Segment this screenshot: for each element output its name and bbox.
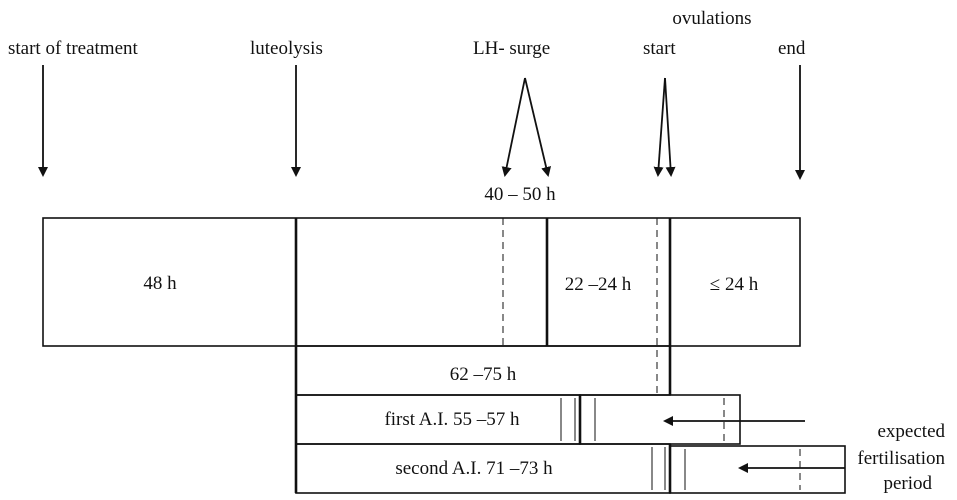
insemination-label: first A.I. 55 –57 h xyxy=(384,409,520,430)
segment-label: 48 h xyxy=(143,273,177,294)
fertilisation-label: expected xyxy=(877,421,945,442)
boxes xyxy=(42,217,846,494)
fertilisation-label: period xyxy=(883,473,932,494)
event-label: start of treatment xyxy=(8,38,139,59)
event-label: LH- surge xyxy=(473,38,550,59)
group-label: ovulations xyxy=(672,8,751,29)
fertilisation-label: fertilisation xyxy=(857,448,945,469)
event-label: start xyxy=(643,38,676,59)
event-label: end xyxy=(778,38,806,59)
segment-label: 62 –75 h xyxy=(450,364,517,385)
segment-label: ≤ 24 h xyxy=(710,274,759,295)
insemination-label: second A.I. 71 –73 h xyxy=(395,458,553,479)
arrows xyxy=(38,65,805,180)
window-label: 40 – 50 h xyxy=(484,184,556,205)
segment-label: 22 –24 h xyxy=(565,274,632,295)
event-label: luteolysis xyxy=(250,38,323,59)
